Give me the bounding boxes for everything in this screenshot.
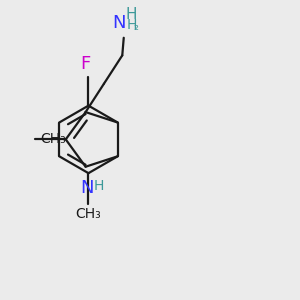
Text: H: H — [94, 179, 104, 193]
Text: H: H — [127, 18, 137, 32]
Text: CH₃: CH₃ — [76, 207, 101, 221]
Text: ₂: ₂ — [133, 20, 138, 33]
Text: N: N — [112, 14, 126, 32]
Text: CH₃: CH₃ — [40, 132, 65, 146]
Text: N: N — [81, 179, 94, 197]
Text: H: H — [125, 7, 137, 22]
Text: F: F — [80, 56, 91, 74]
